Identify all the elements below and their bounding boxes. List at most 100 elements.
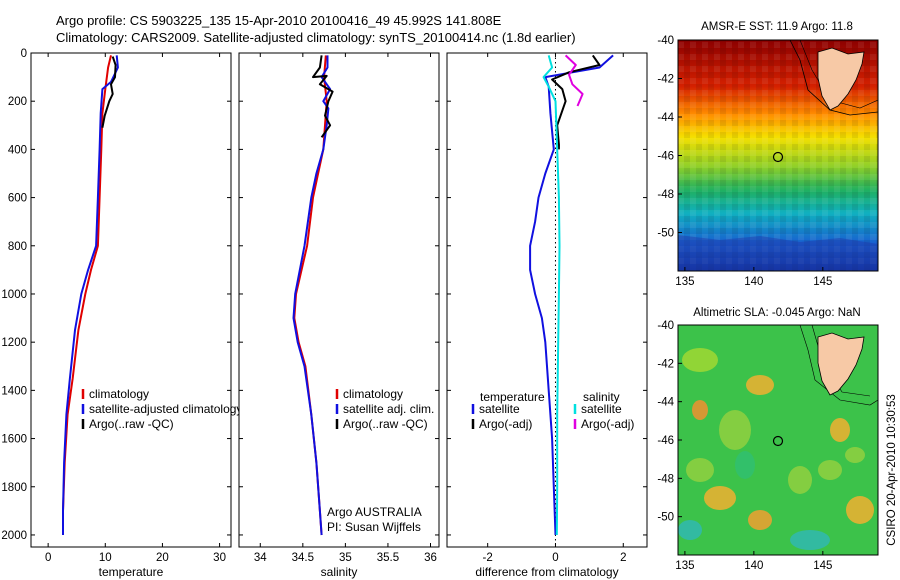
map-y-tick-label: -44 [657, 112, 674, 124]
sla-anomaly [682, 348, 718, 372]
tasmania-landmass [817, 47, 865, 111]
map-y-tick-label: -50 [657, 228, 674, 240]
legend-entry: climatology [343, 387, 403, 401]
plot-frame [30, 52, 232, 548]
sst-map-title: AMSR-E SST: 11.9 Argo: 11.8 [701, 21, 853, 33]
map-y-tick-label: -46 [657, 151, 674, 163]
sla-map-axes: 135 140 145 -40 -42 -44 -46 -48 -50 [657, 320, 832, 572]
argo-location-marker [772, 435, 784, 447]
x-tick-label: 35.5 [377, 552, 399, 564]
legend-entry: satellite adj. clim. [343, 402, 434, 416]
sla-anomaly [678, 520, 702, 540]
x-tick-label: 34.5 [292, 552, 314, 564]
argo-location-marker [772, 151, 784, 163]
annotation: Argo AUSTRALIA [327, 505, 422, 519]
legend-entry: satellite [479, 402, 520, 416]
sst-contour [789, 40, 878, 116]
x-tick-label: -2 [483, 552, 493, 564]
map-x-tick-label: 145 [813, 276, 832, 288]
legend-entry: Argo(..raw -QC) [89, 417, 174, 431]
x-axis-label: salinity [321, 565, 358, 579]
map-x-tick-label: 145 [813, 560, 832, 572]
series-line [101, 56, 117, 128]
map-y-tick-label: -50 [657, 512, 674, 524]
x-tick-label: 34 [254, 552, 267, 564]
x-tick-label: 30 [213, 552, 226, 564]
profile-panels: 0 10 20 30020040060080010001200140016001800… [1, 48, 648, 579]
series-line [551, 54, 601, 150]
legend-entry: satellite [581, 402, 622, 416]
series-line [62, 55, 112, 511]
map-y-tick-label: -44 [657, 397, 674, 409]
x-tick-label: 0 [552, 552, 558, 564]
sla-anomaly [746, 375, 774, 395]
sla-anomaly [686, 458, 714, 482]
y-tick-label: 0 [21, 48, 27, 60]
y-tick-label: 2000 [1, 530, 27, 542]
x-tick-label: 35 [339, 552, 352, 564]
x-tick-label: 0 [45, 552, 51, 564]
sla-anomaly [790, 530, 830, 550]
header-line1: Argo profile: CS 5903225_135 15-Apr-2010… [56, 13, 502, 28]
map-x-tick-label: 135 [675, 560, 694, 572]
plot-frame [238, 52, 440, 548]
map-y-tick-label: -42 [657, 74, 674, 86]
y-tick-label: 400 [8, 144, 27, 156]
map-x-tick-label: 140 [744, 276, 763, 288]
legend-heading: salinity [583, 390, 620, 404]
x-axis-label: difference from climatology [475, 565, 618, 579]
legend-entry: Argo(-adj) [479, 417, 532, 431]
header-line2: Climatology: CARS2009. Satellite-adjuste… [56, 30, 576, 45]
map-y-tick-label: -40 [657, 320, 674, 332]
y-tick-label: 200 [8, 96, 27, 108]
sla-anomaly [788, 466, 812, 494]
sla-anomaly [846, 496, 874, 524]
sla-map: Altimetric SLA: -0.045 Argo: NaN 135 140 1… [657, 307, 879, 572]
annotation: PI: Susan Wijffels [327, 520, 421, 534]
x-tick-label: 20 [156, 552, 169, 564]
sla-anomaly [830, 418, 850, 442]
map-y-tick-label: -48 [657, 189, 674, 201]
map-y-tick-label: -48 [657, 473, 674, 485]
y-tick-label: 1400 [1, 385, 27, 397]
map-y-tick-label: -40 [657, 35, 674, 47]
y-tick-label: 600 [8, 193, 27, 205]
x-tick-label: 10 [99, 552, 112, 564]
y-tick-label: 800 [8, 241, 27, 253]
tasmania-landmass [817, 332, 865, 396]
sla-anomaly [748, 510, 772, 530]
y-tick-label: 1600 [1, 434, 27, 446]
sst-map-axes: 135 140 145 -40 -42 -44 -46 -48 -50 [657, 35, 832, 288]
sla-anomaly [704, 486, 736, 510]
sla-anomaly [818, 460, 842, 480]
series-line [312, 55, 334, 138]
legend-entry: climatology [89, 387, 149, 401]
y-tick-label: 1200 [1, 337, 27, 349]
profile-panel-1: 0 10 20 30 0 200 400 600 800 1000 1200 1400 1600 1800… [1, 48, 242, 579]
legend-entry: satellite-adjusted climatology [89, 402, 242, 416]
sst-cold-band [678, 235, 878, 271]
sla-map-title: Altimetric SLA: -0.045 Argo: NaN [693, 307, 860, 319]
profile-panel-2: 34 34.5 35 35.5 36 salinity climatologysatelli… [238, 52, 440, 579]
sst-map: AMSR-E SST: 11.9 Argo: 11.8 135 140 145 -40… [657, 21, 879, 288]
map-y-tick-label: -46 [657, 435, 674, 447]
legend-entry: Argo(..raw -QC) [343, 417, 428, 431]
csiro-credit: CSIRO 20-Apr-2010 10:30:53 [886, 394, 898, 546]
sla-anomaly [692, 400, 708, 420]
series-line [62, 55, 119, 535]
map-x-tick-label: 135 [675, 276, 694, 288]
plot-frame [446, 52, 648, 548]
map-x-tick-label: 140 [744, 560, 763, 572]
legend-heading: temperature [480, 390, 545, 404]
sla-anomaly-blobs [678, 348, 874, 550]
legend-entry: Argo(-adj) [581, 417, 634, 431]
series-line [564, 54, 584, 107]
series-line [529, 54, 614, 536]
series-line [542, 55, 561, 536]
y-tick-label: 1800 [1, 482, 27, 494]
x-axis-label: temperature [99, 565, 164, 579]
x-tick-label: 36 [424, 552, 437, 564]
map-y-tick-label: -42 [657, 358, 674, 370]
